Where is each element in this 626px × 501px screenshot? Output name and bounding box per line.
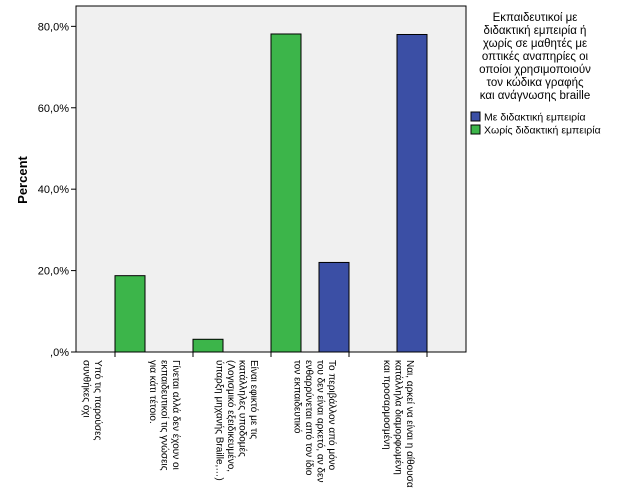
x-category-label-line: τον εκπαιδευτικό bbox=[292, 360, 304, 434]
legend-title-line: τον κώδικα γραφής bbox=[486, 77, 584, 89]
x-category-label: Το περιβάλλον από μόνοτου δεν είναι αρκε… bbox=[292, 360, 339, 482]
x-category-label-line: και προσαρμοσμένη bbox=[381, 360, 393, 450]
legend-swatch-0 bbox=[470, 111, 481, 122]
legend-swatch-1 bbox=[470, 124, 481, 135]
legend-title-line: διδακτική εμπειρία ή bbox=[484, 25, 587, 37]
legend-label-1: Χωρίς διδακτική εμπειρία bbox=[484, 125, 601, 137]
legend-title-line: χωρίς σε μαθητές με bbox=[483, 38, 587, 50]
x-category-label: Υπό τις παρούσεςσυνθήκες όχι bbox=[81, 360, 105, 441]
bar-series-1-cat-2 bbox=[270, 33, 302, 353]
y-tick-label: 40,0% bbox=[38, 184, 69, 196]
legend-title-line: Εκπαιδευτικοί με bbox=[493, 12, 578, 24]
x-category-label-line: Είναι εφικτό με τις bbox=[248, 360, 260, 439]
x-category-label-line: Υπό τις παρούσες bbox=[92, 360, 104, 441]
x-axis: Υπό τις παρούσεςσυνθήκες όχι Γίνεται αλλά… bbox=[81, 352, 428, 488]
x-category-label: Ναι, αρκεί να είναι η αίθουσακατάλληλα δ… bbox=[381, 360, 416, 488]
legend-label-0: Με διδακτική εμπειρία bbox=[484, 112, 586, 124]
x-category-label-line: Ναι, αρκεί να είναι η αίθουσα bbox=[404, 360, 416, 488]
bar-series-1-cat-0 bbox=[114, 275, 146, 353]
x-category-label: Γίνεται αλλά δεν έχουν οιεκπαιδευτικοί τ… bbox=[147, 360, 182, 471]
x-category-label-line: κατάλληλα διαμορφωμένη bbox=[393, 360, 405, 475]
legend-title-line: οποίοι χρησιμοποιούν bbox=[479, 64, 591, 76]
x-category-label: Είναι εφικτό με τιςκατάλληλες υποδομές(Λ… bbox=[214, 360, 261, 481]
x-category-label-line: του δεν είναι αρκετό, αν δεν bbox=[315, 360, 327, 482]
x-category-label-line: κατάλληλες υποδομές bbox=[237, 360, 249, 457]
x-category-label-line: ενθαρρύνεται από τον ίδιο bbox=[303, 360, 315, 476]
bar-series-0-cat-4 bbox=[396, 33, 428, 353]
y-tick-label: 80,0% bbox=[38, 21, 69, 33]
y-tick-label: ,0% bbox=[50, 347, 69, 359]
bars-group bbox=[85, 33, 457, 353]
bar-series-0-cat-3 bbox=[318, 261, 350, 353]
x-category-label-line: συνθήκες όχι bbox=[81, 360, 93, 418]
y-axis-label: Percent bbox=[15, 155, 30, 203]
x-category-label-line: εκπαιδευτικοί τις γνώσεις bbox=[159, 360, 171, 471]
legend-title-line: και ανάγνωσης braille bbox=[480, 90, 590, 102]
y-tick-label: 60,0% bbox=[38, 103, 69, 115]
x-category-label-line: για κάτι τέτοιο. bbox=[147, 360, 159, 424]
y-axis: ,0% 20,0% 40,0% 60,0% 80,0% bbox=[38, 21, 76, 359]
legend-title-line: οπτικές αναπηρίες οι bbox=[482, 51, 589, 63]
y-tick-label: 20,0% bbox=[38, 266, 69, 278]
x-category-label-line: (Λογισμικό εξειδικευμένο, bbox=[225, 360, 237, 472]
x-category-label-line: Γίνεται αλλά δεν έχουν οι bbox=[170, 360, 182, 470]
x-category-label-line: ύπαρξη μηχανής Braille,…) bbox=[214, 360, 226, 481]
x-category-label-line: Το περιβάλλον από μόνο bbox=[326, 360, 338, 471]
bar-series-1-cat-1 bbox=[192, 338, 224, 353]
legend-background bbox=[467, 6, 603, 352]
